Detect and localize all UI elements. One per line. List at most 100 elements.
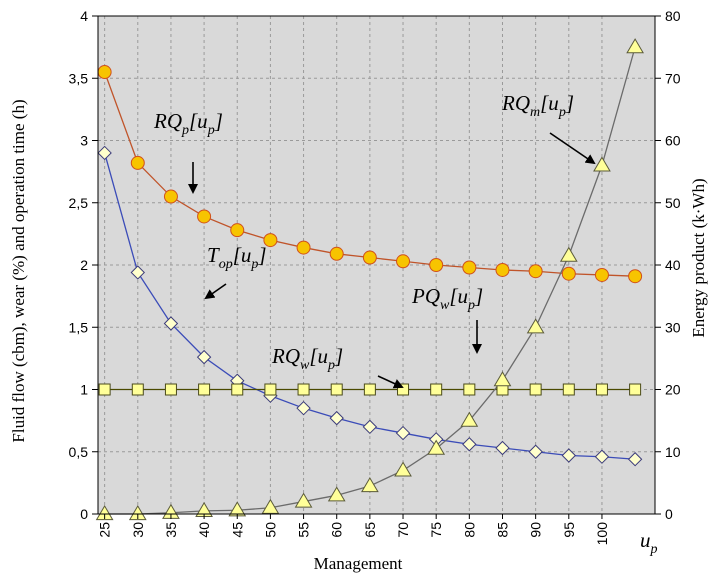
y-right-tick-label: 60 (665, 133, 681, 149)
point-rq-p-u-p (561, 266, 576, 281)
x-tick-label: 50 (262, 522, 278, 538)
point-rq-p-u-p (528, 264, 543, 279)
point-rq-m-u-p (593, 156, 611, 172)
y-left-tick-label: 1 (80, 382, 88, 398)
y-right-tick-label: 80 (665, 8, 681, 24)
point-t-op-u-p (594, 449, 610, 464)
point-t-op-u-p (296, 400, 311, 416)
y-left-tick-label: 3,5 (69, 70, 89, 86)
point-t-op-u-p (528, 444, 543, 459)
point-rq-w-u-p (297, 383, 310, 396)
y-right-tick-label: 50 (665, 195, 681, 211)
point-rq-m-u-p (427, 439, 446, 455)
point-rq-p-u-p (329, 246, 344, 261)
point-rq-w-u-p (363, 383, 376, 396)
x-tick-label: 25 (97, 522, 113, 538)
y-right-tick-label: 70 (665, 70, 681, 86)
point-rq-p-u-p (130, 155, 145, 170)
y-right-tick-label: 30 (665, 319, 681, 335)
point-rq-w-u-p (98, 383, 111, 396)
point-t-op-u-p (163, 316, 179, 331)
y-axis-left-label: Fluid flow (cbm), wear (%) and operation… (9, 99, 28, 442)
point-t-op-u-p (395, 425, 411, 441)
point-rq-p-u-p (362, 250, 377, 265)
point-rq-w-u-p (562, 383, 575, 396)
point-t-op-u-p (561, 448, 577, 463)
point-rq-m-u-p (626, 38, 644, 54)
point-t-op-u-p (462, 437, 477, 452)
point-rq-p-u-p (163, 189, 178, 204)
point-rq-p-u-p (462, 260, 477, 275)
point-rq-p-u-p (429, 258, 444, 272)
point-rq-w-u-p (198, 383, 211, 396)
x-tick-label: 100 (594, 522, 610, 546)
y-left-tick-label: 3 (80, 133, 88, 149)
x-axis-end-label: up (640, 528, 658, 557)
point-t-op-u-p (627, 452, 643, 467)
point-rq-w-u-p (595, 383, 608, 396)
annotation-top-arrow (204, 283, 227, 300)
point-rq-w-u-p (529, 383, 542, 396)
point-t-op-u-p (495, 440, 510, 456)
point-t-op-u-p (196, 349, 212, 365)
point-rq-p-u-p (263, 233, 278, 248)
point-rq-m-u-p (261, 498, 280, 514)
point-rq-m-u-p (526, 318, 545, 334)
point-rq-p-u-p (628, 269, 643, 284)
y-left-tick-label: 2 (80, 257, 88, 273)
plot-frame (97, 15, 656, 515)
point-rq-m-u-p (394, 461, 412, 477)
point-rq-w-u-p (463, 383, 476, 396)
point-rq-p-u-p (396, 254, 411, 269)
point-rq-w-u-p (430, 383, 443, 396)
x-axis-label: Management (314, 554, 403, 573)
point-rq-m-u-p (460, 411, 479, 427)
x-tick-label: 55 (296, 522, 312, 538)
point-rq-p-u-p (495, 262, 510, 277)
y-right-tick-label: 20 (665, 382, 681, 398)
point-t-op-u-p (97, 145, 112, 161)
point-rq-p-u-p (296, 240, 311, 255)
point-rq-m-u-p (128, 505, 147, 521)
y-left-tick-label: 4 (80, 8, 88, 24)
point-rq-w-u-p (231, 383, 244, 396)
annotation-rqm-arrow (549, 132, 596, 165)
x-tick-label: 40 (196, 522, 212, 538)
x-tick-label: 35 (163, 522, 179, 538)
y-axis-right-label: Energy product (k·Wh) (689, 178, 708, 337)
series-markers (95, 38, 644, 521)
x-tick-label: 95 (561, 522, 577, 538)
x-tick-label: 60 (329, 522, 345, 538)
point-rq-m-u-p (493, 371, 512, 387)
y-right-tick-label: 0 (665, 506, 673, 522)
y-left-tick-label: 2,5 (69, 195, 89, 211)
x-tick-label: 65 (362, 522, 378, 538)
y-right-tick-label: 40 (665, 257, 681, 273)
point-rq-m-u-p (360, 477, 379, 493)
point-t-op-u-p (362, 419, 378, 435)
x-tick-label: 45 (229, 522, 245, 538)
x-tick-label: 80 (461, 522, 477, 538)
y-left-tick-label: 0,5 (69, 444, 89, 460)
point-rq-w-u-p (164, 383, 177, 396)
point-rq-w-u-p (629, 383, 642, 396)
y-left-tick-label: 1,5 (69, 319, 89, 335)
annotation-rqw-arrow (377, 375, 404, 389)
point-rq-m-u-p (95, 505, 114, 521)
point-rq-p-u-p (230, 223, 245, 238)
point-rq-w-u-p (330, 383, 343, 396)
point-rq-p-u-p (97, 65, 112, 80)
point-rq-m-u-p (294, 492, 313, 508)
point-rq-w-u-p (264, 383, 277, 396)
axes: 0 0 0,5 10 1 20 1,5 30 2 40 2,5 50 3 60 3,5 70 4 80 25 30 35… (69, 8, 681, 545)
point-t-op-u-p (130, 265, 145, 280)
point-t-op-u-p (329, 410, 344, 426)
x-tick-label: 90 (528, 522, 544, 538)
point-rq-p-u-p (197, 209, 212, 224)
x-tick-label: 70 (395, 522, 411, 538)
y-right-tick-label: 10 (665, 444, 681, 460)
x-tick-label: 85 (494, 522, 510, 538)
y-left-tick-label: 0 (80, 506, 88, 522)
point-rq-m-u-p (559, 246, 578, 262)
